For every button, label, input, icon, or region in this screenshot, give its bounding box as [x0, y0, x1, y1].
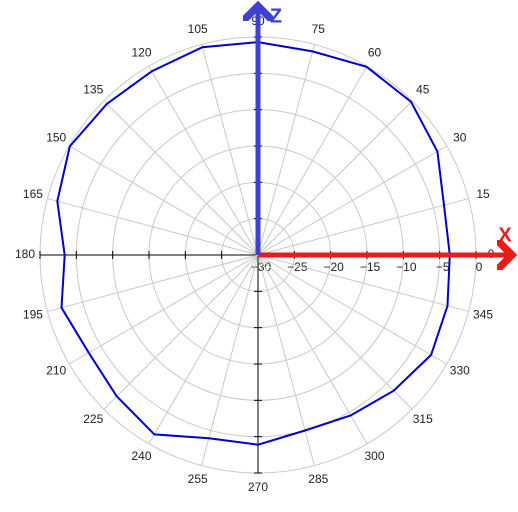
grid-spoke — [257, 100, 413, 256]
pattern-line — [56, 41, 451, 446]
z-axis-label: Z — [270, 5, 282, 27]
r-tick-label: −20 — [323, 260, 344, 274]
angle-tick-label: 195 — [23, 307, 43, 321]
r-tick-label: −15 — [360, 260, 381, 274]
grid-spoke — [257, 145, 448, 256]
angle-tick-label: 345 — [473, 307, 493, 321]
angle-tick-label: 180 — [15, 247, 35, 261]
angle-tick-label: 210 — [46, 364, 66, 378]
grid-spoke — [148, 65, 259, 256]
angle-tick-label: 105 — [188, 22, 208, 36]
angle-tick-label: 60 — [368, 45, 382, 59]
angle-tick-label: 225 — [83, 412, 103, 426]
angle-tick-label: 165 — [23, 187, 43, 201]
r-tick-label: −25 — [287, 260, 308, 274]
grid-spoke — [47, 198, 259, 256]
angle-tick-label: 30 — [453, 131, 467, 145]
grid-spoke — [257, 254, 413, 410]
angle-tick-label: 270 — [248, 480, 268, 494]
grid-spoke — [257, 254, 469, 312]
grid-spoke — [257, 198, 469, 256]
angle-tick-label: 135 — [83, 82, 103, 96]
r-tick-label: −5 — [436, 260, 450, 274]
grid-spoke — [201, 254, 259, 466]
angle-tick-label: 120 — [131, 45, 151, 59]
r-tick-label: 0 — [476, 260, 483, 274]
angle-tick-label: 300 — [364, 449, 384, 463]
grid-spoke — [257, 44, 315, 256]
angle-tick-label: 75 — [312, 22, 326, 36]
x-axis-label: X — [498, 224, 512, 246]
grid-spoke — [257, 254, 448, 365]
angle-tick-label: 315 — [413, 412, 433, 426]
r-tick-label: −10 — [396, 260, 417, 274]
grid-spoke — [257, 254, 368, 445]
angle-tick-label: 240 — [131, 449, 151, 463]
angle-tick-label: 45 — [416, 82, 430, 96]
grid-spoke — [201, 44, 259, 256]
angle-tick-label: 285 — [308, 472, 328, 486]
grid-spoke — [68, 254, 259, 365]
angle-tick-label: 150 — [46, 131, 66, 145]
grid-spoke — [68, 145, 259, 256]
angle-tick-label: 330 — [450, 364, 470, 378]
grid-spoke — [103, 100, 259, 256]
grid-spoke — [148, 254, 259, 445]
grid-spoke — [103, 254, 259, 410]
angle-tick-label: 255 — [188, 472, 208, 486]
grid-spoke — [47, 254, 259, 312]
angle-tick-label: 15 — [476, 187, 490, 201]
grid-spoke — [257, 65, 368, 256]
